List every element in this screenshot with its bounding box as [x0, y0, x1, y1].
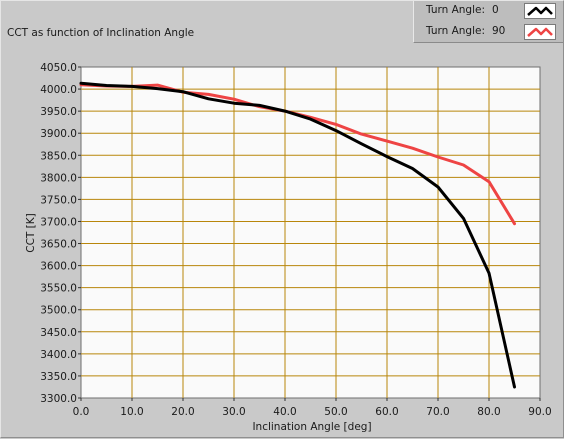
y-axis-ticks: 4050.0 4000.0 3950.0 3900.0 3850.0 3800.0 3750… — [40, 62, 81, 405]
y-tick-label: 3750.0 — [40, 194, 77, 206]
y-axis-label: CCT [K] — [25, 213, 37, 253]
legend-line-icon — [527, 27, 553, 37]
plot-area — [80, 66, 541, 399]
x-tick-label: 30.0 — [222, 406, 245, 418]
y-tick-label: 3450.0 — [40, 327, 77, 339]
chart-title: CCT as function of Inclination Angle — [7, 27, 195, 39]
y-tick-label: 3350.0 — [40, 371, 77, 383]
y-tick-label: 3900.0 — [40, 128, 77, 140]
legend-label: Turn Angle: — [426, 4, 486, 16]
legend-line-icon — [527, 6, 553, 16]
legend-value: 90 — [492, 25, 506, 37]
x-tick-label: 90.0 — [528, 406, 551, 418]
y-tick-label: 3600.0 — [40, 261, 77, 273]
y-tick-label: 3650.0 — [40, 239, 77, 251]
legend-swatch-red-line-icon[interactable] — [524, 24, 556, 40]
legend-label: Turn Angle: — [426, 25, 486, 37]
y-tick-label: 4000.0 — [40, 84, 77, 96]
x-tick-label: 40.0 — [273, 406, 296, 418]
x-axis-ticks: 0.0 10.0 20.0 30.0 40.0 50.0 60.0 70.0 80.0 90.0 — [73, 398, 552, 418]
series-line-turn-angle-0 — [79, 81, 516, 389]
y-tick-label: 3700.0 — [40, 216, 77, 228]
y-tick-label: 3300.0 — [40, 393, 77, 405]
x-tick-label: 60.0 — [375, 406, 398, 418]
legend-entry-turn-angle-0[interactable]: Turn Angle: 0 — [414, 1, 564, 21]
x-tick-label: 10.0 — [120, 406, 143, 418]
y-tick-label: 3800.0 — [40, 172, 77, 184]
y-tick-label: 3550.0 — [40, 283, 77, 295]
legend-entry-turn-angle-90[interactable]: Turn Angle: 90 — [414, 22, 564, 42]
plot-legend[interactable]: Turn Angle: 0 Turn Angle: 90 — [413, 1, 563, 43]
y-tick-label: 3400.0 — [40, 349, 77, 361]
y-tick-label: 4050.0 — [40, 62, 77, 74]
y-tick-label: 3950.0 — [40, 106, 77, 118]
x-tick-label: 70.0 — [426, 406, 449, 418]
x-tick-label: 20.0 — [171, 406, 194, 418]
x-tick-label: 0.0 — [73, 406, 90, 418]
x-axis-label: Inclination Angle [deg] — [252, 421, 371, 433]
x-tick-label: 80.0 — [477, 406, 500, 418]
series-lines — [79, 81, 516, 389]
y-tick-label: 3850.0 — [40, 150, 77, 162]
legend-value: 0 — [492, 4, 499, 16]
y-tick-label: 3500.0 — [40, 305, 77, 317]
legend-swatch-black-line-icon[interactable] — [524, 3, 556, 19]
x-tick-label: 50.0 — [324, 406, 347, 418]
